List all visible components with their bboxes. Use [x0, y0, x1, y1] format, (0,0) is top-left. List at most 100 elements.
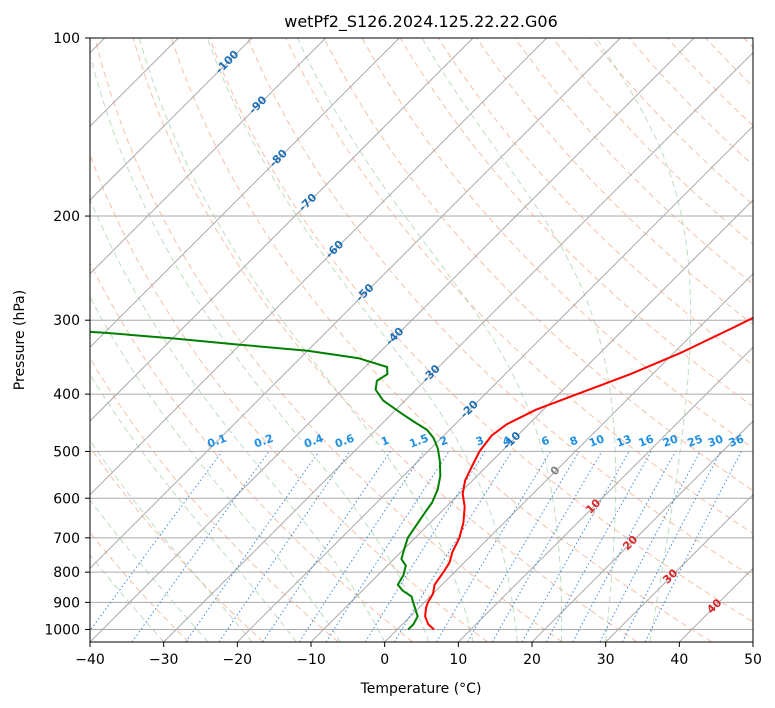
y-tick-label: 500: [53, 444, 80, 460]
y-tick-label: 800: [53, 565, 80, 581]
moist-adiabat-line: [421, 38, 617, 642]
y-tick-label: 100: [53, 31, 80, 47]
y-tick-label: 600: [53, 491, 80, 507]
mixing-ratio-line: [572, 451, 676, 642]
mixing-ratio-label: 16: [637, 432, 656, 450]
mixing-ratio-labels: 0.1 0.2 0.4 0.6 1 1.5 2 3 4 6 8 10 13 16 20 25 30 36: [206, 432, 746, 451]
dry-adiabat-line: [437, 38, 753, 366]
dry-adiabat-line: [552, 38, 753, 245]
isotherm-line: [236, 125, 753, 642]
moist-adiabat-line: [206, 38, 518, 642]
mixing-ratio-label: 1.5: [408, 432, 431, 451]
y-tick-label: 300: [53, 313, 80, 329]
mixing-ratio-label: 13: [615, 432, 634, 449]
dry-adiabat-line: [667, 38, 753, 127]
dry-adiabat-line: [170, 38, 712, 642]
dry-adiabat-line: [323, 38, 753, 492]
dry-adiabat-line: [132, 38, 638, 642]
isotherm-line: [90, 38, 400, 349]
y-axis-ticks: 1000 900 800 700 600 500 400 300 200 100: [44, 31, 90, 638]
mixing-ratio-label: 36: [727, 432, 746, 450]
mixing-ratio-label: 1: [379, 434, 391, 449]
isotherm-line: [384, 272, 753, 642]
moist-adiabat-line: [138, 38, 474, 642]
mixing-ratio-line: [393, 451, 513, 642]
x-axis-ticks: −40 −30 −20 −10 0 10 20 30 40 50: [75, 642, 762, 668]
mixing-ratio-line: [644, 451, 742, 642]
isotherm-line: [531, 420, 753, 642]
mixing-ratio-line: [262, 451, 391, 642]
mixing-ratio-label: 20: [661, 432, 680, 450]
mixing-ratio-line: [599, 451, 701, 642]
background-lines: [90, 38, 753, 642]
mixing-ratio-label: 0.1: [206, 432, 229, 451]
dry-adiabat-line: [90, 531, 190, 642]
mixing-ratio-label: 0.6: [333, 432, 356, 451]
mixing-ratio-label: 0.4: [302, 432, 325, 451]
x-tick-label: 0: [380, 652, 389, 668]
moist-adiabat-line: [90, 498, 209, 642]
isotherm-label: -70: [296, 191, 319, 214]
mixing-ratio-label: 10: [587, 432, 606, 450]
isotherm-line: [90, 38, 548, 496]
mixing-ratio-label: 3: [474, 434, 486, 449]
y-tick-label: 200: [53, 209, 80, 225]
dry-adiabat-line: [705, 38, 753, 88]
isotherm-line: [163, 51, 753, 642]
isotherm-line: [90, 38, 474, 422]
dry-adiabat-line: [285, 38, 753, 535]
x-tick-label: 10: [449, 652, 467, 668]
temperature-profile-line: [424, 316, 753, 631]
x-tick-label: −30: [149, 652, 179, 668]
isotherm-label: -40: [383, 325, 406, 348]
x-axis-label: Temperature (°C): [360, 681, 482, 697]
dry-adiabat-line: [514, 38, 753, 285]
isotherm-line: [310, 199, 753, 642]
moist-adiabat-line: [297, 38, 563, 642]
y-tick-label: 900: [53, 595, 80, 611]
x-tick-label: 30: [597, 652, 615, 668]
dewpoint-profile-line: [90, 330, 442, 631]
mixing-ratio-line: [521, 451, 630, 642]
dry-adiabat-line: [90, 446, 264, 642]
mixing-ratio-line: [621, 451, 722, 642]
moist-adiabat-line: [90, 57, 430, 642]
dry-adiabat-line: [476, 38, 753, 326]
y-tick-label: 1000: [44, 622, 80, 638]
isotherm-line: [90, 38, 253, 201]
x-tick-label: −40: [75, 652, 105, 668]
x-tick-label: −10: [296, 652, 326, 668]
mixing-ratio-label: 6: [540, 434, 552, 449]
mixing-ratio-line: [218, 451, 351, 642]
mixing-ratio-label: 0.2: [252, 432, 275, 451]
moist-adiabat-line: [595, 38, 692, 642]
isotherm-line: [90, 38, 695, 642]
mixing-ratio-label: 2: [438, 434, 450, 449]
isotherm-label: -100: [213, 48, 242, 77]
mixing-ratio-line: [435, 451, 552, 642]
mixing-ratio-line: [131, 451, 270, 642]
mixing-ratio-line: [185, 451, 320, 642]
plot-frame: [89, 37, 754, 643]
x-tick-label: −20: [223, 652, 253, 668]
isotherm-line: [457, 346, 753, 642]
moist-adiabat-line: [90, 295, 341, 642]
mixing-ratio-label: 4: [501, 434, 513, 449]
moist-adiabat-line: [90, 554, 165, 642]
mixing-ratio-label: 30: [706, 432, 725, 450]
dry-adiabat-line: [90, 261, 414, 642]
x-tick-label: 20: [523, 652, 541, 668]
mixing-ratio-line: [298, 451, 425, 642]
dry-adiabat-line: [247, 38, 753, 578]
dry-adiabat-line: [590, 38, 753, 206]
y-axis-label: Pressure (hPa): [12, 290, 28, 390]
isotherm-line: [752, 641, 753, 642]
isotherm-line: [678, 567, 753, 642]
mixing-ratio-line: [90, 451, 223, 632]
dry-adiabat-line: [743, 38, 753, 49]
y-tick-label: 700: [53, 531, 80, 547]
mixing-ratio-label: 25: [686, 432, 705, 449]
profile-series: [90, 316, 753, 631]
